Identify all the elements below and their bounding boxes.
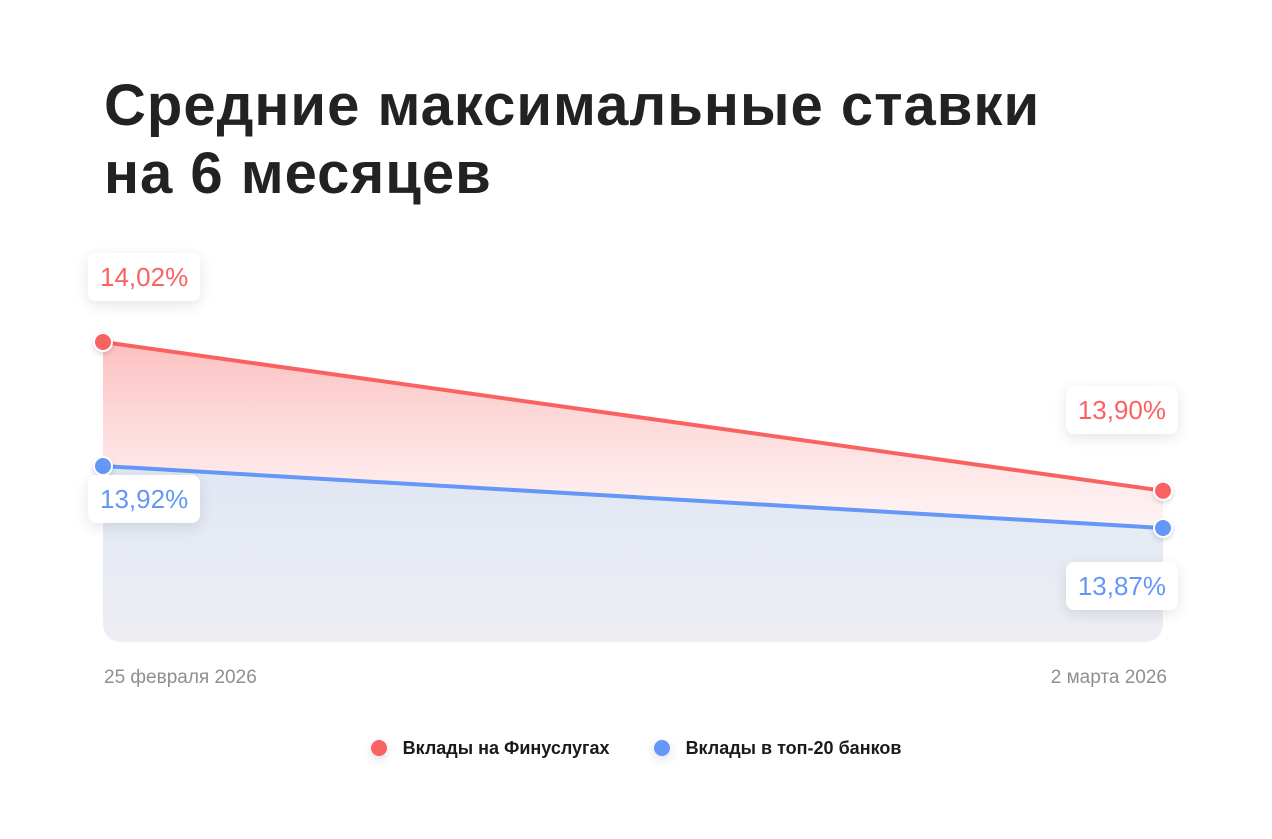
point-series1-0 (95, 334, 111, 350)
chart-title-line-2: на 6 месяцев (104, 141, 492, 206)
data-label-series1-start: 14,02% (88, 253, 201, 301)
legend-dot-red-icon (370, 740, 387, 756)
x-axis-end-label: 2 марта 2026 (1050, 667, 1167, 688)
x-axis-start-label: 25 февраля 2026 (104, 667, 257, 688)
legend-dot-blue-icon (653, 740, 670, 756)
chart-layer (93, 332, 1173, 642)
data-label-series2-start: 13,92% (88, 475, 201, 523)
data-label-series1-end: 13,90% (1065, 386, 1178, 434)
point-series1-1 (1155, 482, 1171, 499)
area-series2 (103, 466, 1163, 642)
legend-label-top20: Вклады в топ-20 банков (685, 738, 902, 758)
legend-item-top20: Вклады в топ-20 банков (653, 736, 902, 760)
point-series2-0 (95, 458, 111, 474)
chart-title: Средние максимальные ставки на 6 месяцев (104, 72, 1164, 208)
line-series2 (101, 464, 1165, 530)
chart-title-line-1: Средние максимальные ставки (104, 73, 1041, 138)
legend-label-finuslugi: Вклады на Финуслугах (402, 738, 610, 758)
point-series2-1 (1155, 520, 1171, 536)
line-series1 (101, 340, 1165, 493)
data-label-series2-end: 13,87% (1065, 562, 1178, 610)
legend-item-finuslugi: Вклады на Финуслугах (370, 736, 610, 760)
legend: Вклады на Финуслугах Вклады в топ-20 бан… (0, 736, 1272, 760)
